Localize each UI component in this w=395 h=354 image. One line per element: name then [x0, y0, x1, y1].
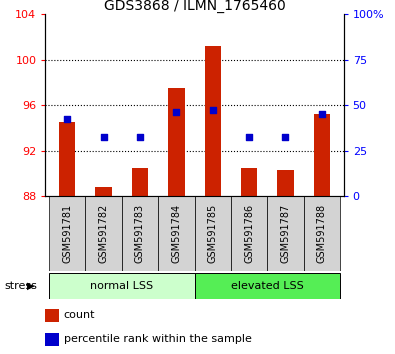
Point [100, 135, 107, 140]
Title: GDS3868 / ILMN_1765460: GDS3868 / ILMN_1765460 [103, 0, 286, 13]
Text: stress: stress [4, 281, 37, 291]
Text: normal LSS: normal LSS [90, 281, 153, 291]
Bar [85, 196, 122, 271]
Bar [241, 168, 257, 196]
Point [319, 112, 325, 117]
Bar [45, 333, 59, 346]
Bar [194, 196, 231, 271]
Bar [49, 273, 194, 299]
Bar [59, 122, 75, 196]
Point [210, 107, 216, 113]
Bar [122, 196, 158, 271]
Text: GSM591788: GSM591788 [317, 204, 327, 263]
Bar [45, 309, 59, 322]
Bar [205, 46, 221, 196]
Text: GSM591782: GSM591782 [99, 204, 109, 263]
Text: GSM591785: GSM591785 [208, 204, 218, 263]
Bar [231, 196, 267, 271]
Bar [304, 196, 340, 271]
Text: ▶: ▶ [27, 281, 34, 291]
Text: count: count [64, 310, 95, 320]
Text: GSM591786: GSM591786 [244, 204, 254, 263]
Text: elevated LSS: elevated LSS [231, 281, 304, 291]
Point [246, 135, 252, 140]
Bar [49, 196, 85, 271]
Text: GSM591784: GSM591784 [171, 204, 181, 263]
Point [137, 135, 143, 140]
Point [64, 116, 70, 122]
Point [282, 135, 289, 140]
Bar [96, 187, 112, 196]
Bar [277, 170, 293, 196]
Bar [194, 273, 340, 299]
Text: GSM591783: GSM591783 [135, 204, 145, 263]
Point [173, 109, 179, 115]
Bar [132, 168, 148, 196]
Text: GSM591787: GSM591787 [280, 204, 290, 263]
Bar [168, 88, 184, 196]
Text: GSM591781: GSM591781 [62, 204, 72, 263]
Bar [314, 114, 330, 196]
Text: percentile rank within the sample: percentile rank within the sample [64, 335, 252, 344]
Bar [158, 196, 195, 271]
Bar [267, 196, 304, 271]
